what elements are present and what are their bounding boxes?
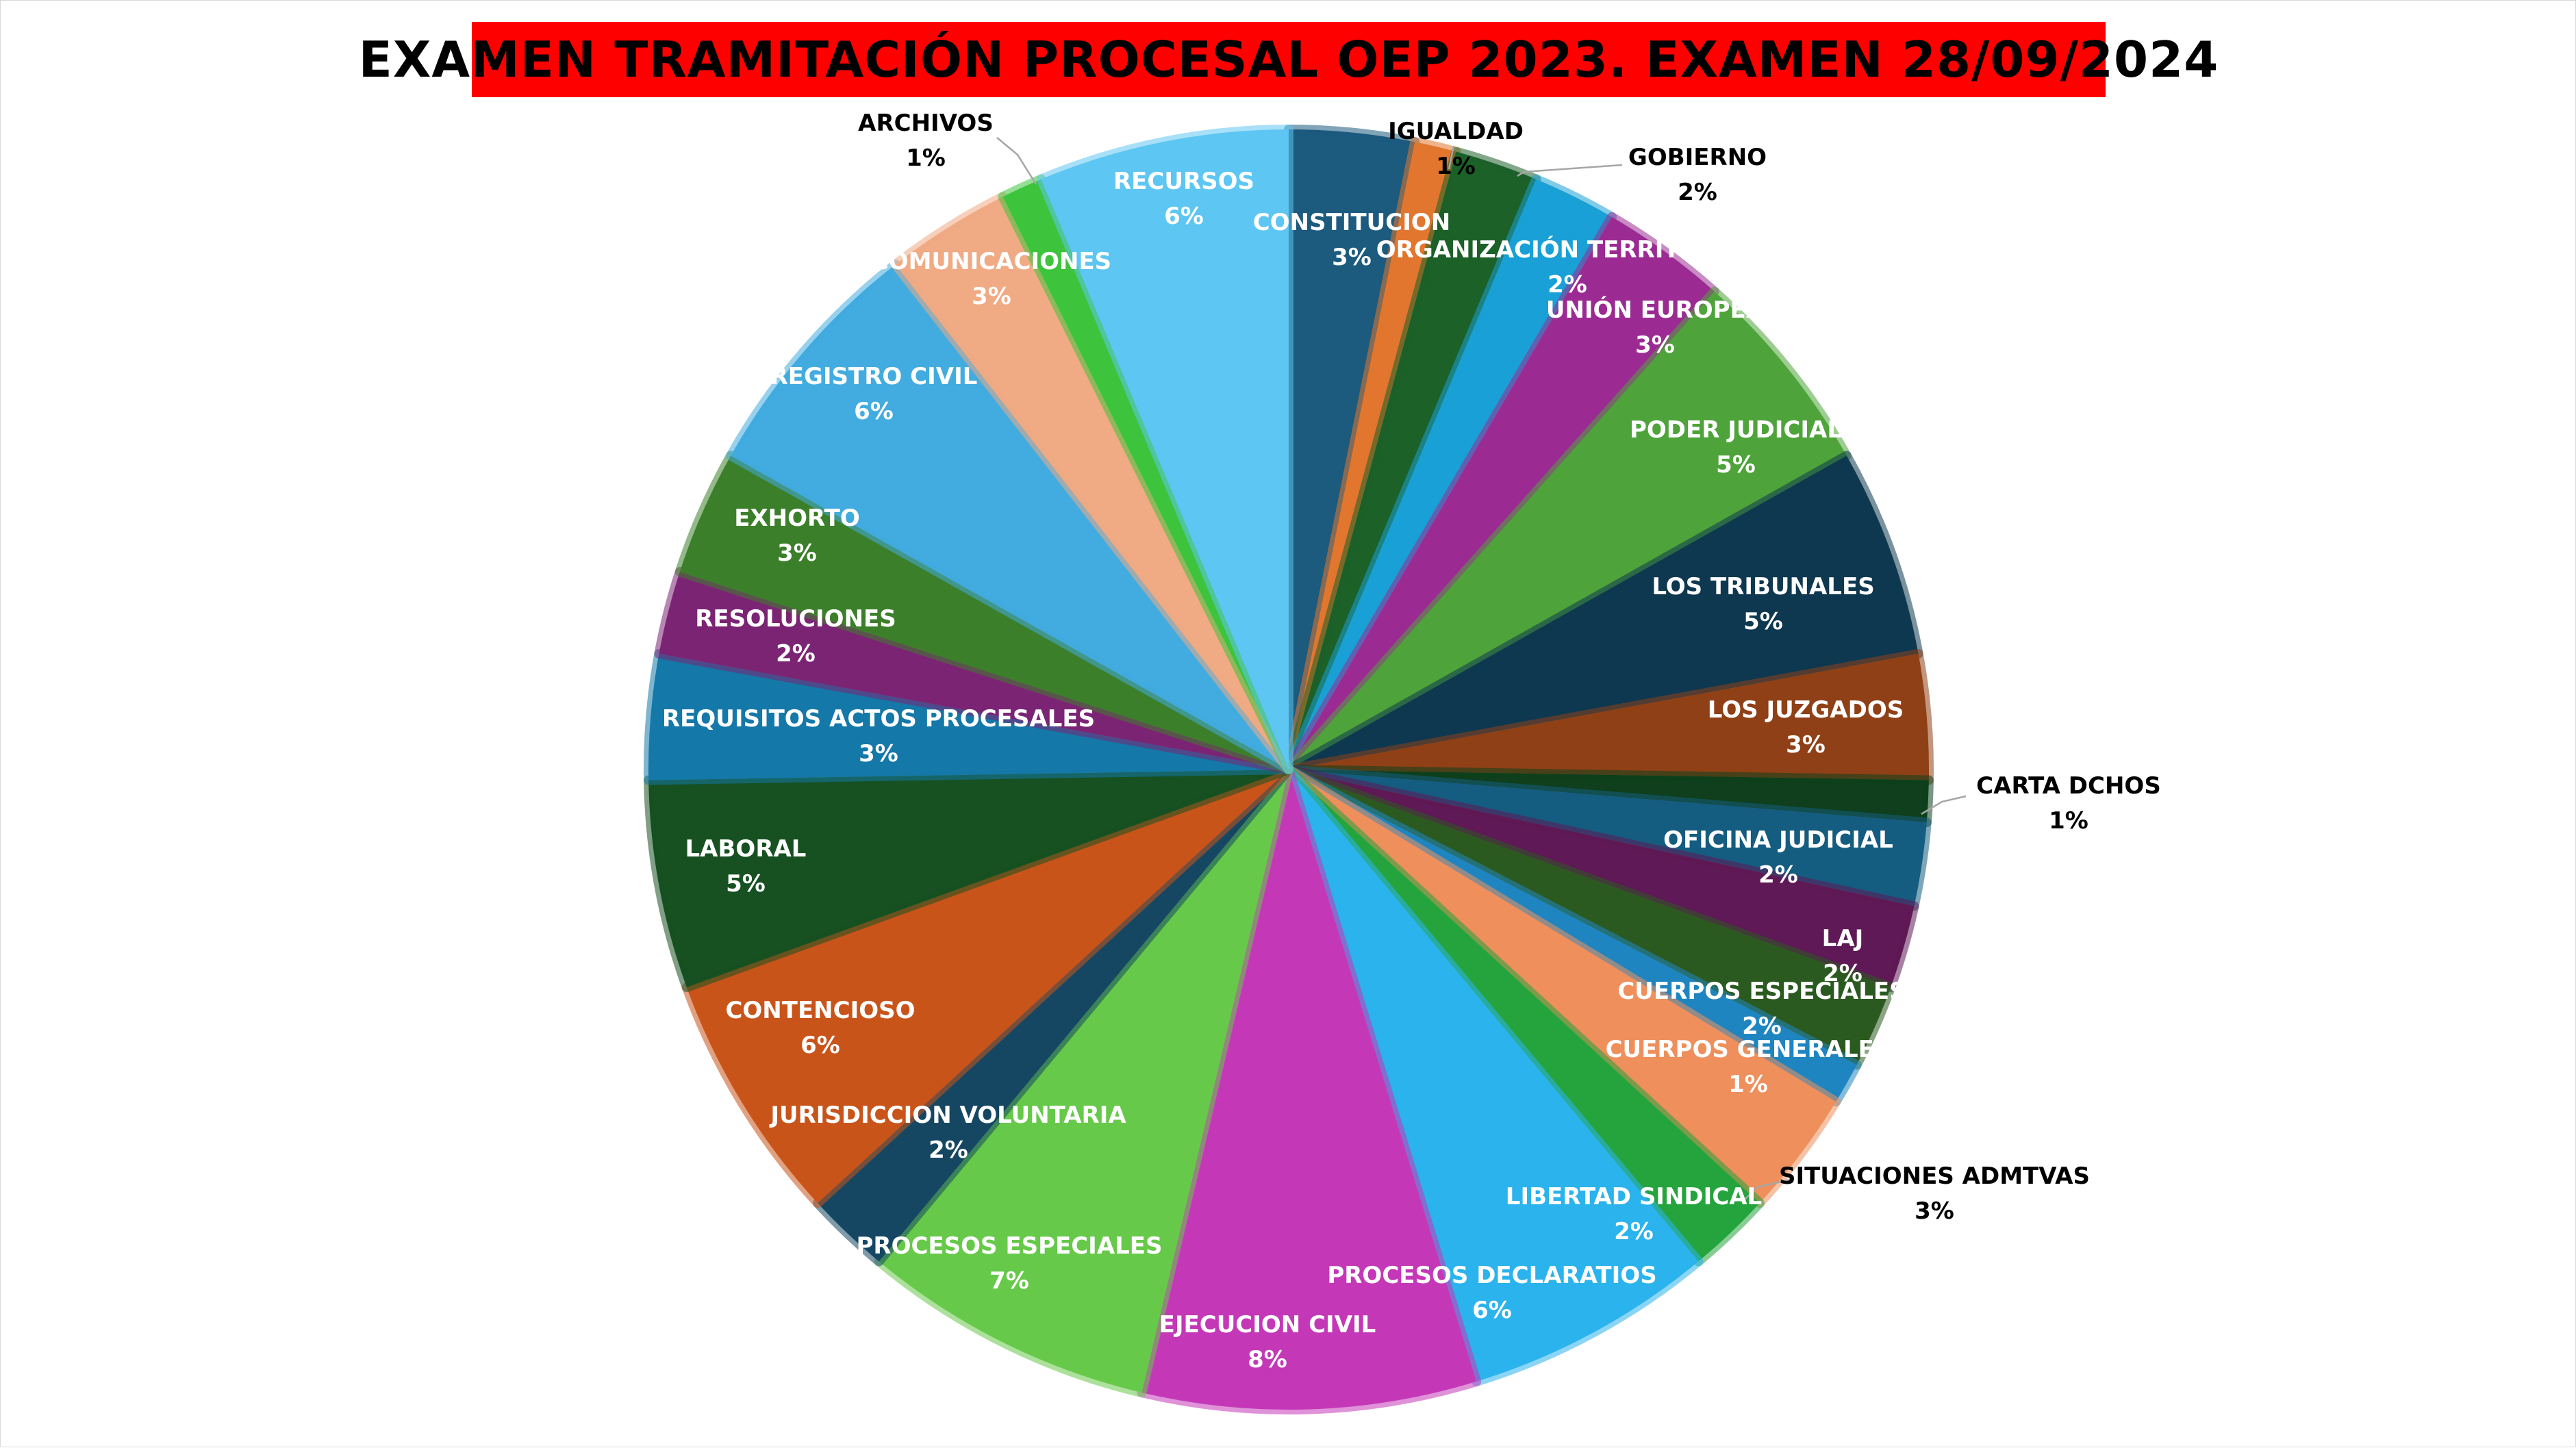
slice-label: JURISDICCION VOLUNTARIA [769, 1102, 1126, 1129]
pie-slice-registro-civil [726, 259, 1293, 774]
slice-percent: 2% [1548, 271, 1587, 299]
slice-percent: 5% [726, 870, 766, 898]
leader-line [996, 137, 1037, 185]
pie-slice-los-tribunales [1284, 450, 1923, 774]
slice-percent: 2% [929, 1136, 968, 1164]
slice-percent: 3% [1915, 1197, 1954, 1225]
slice-label: PROCESOS ESPECIALES [856, 1232, 1162, 1260]
slice-percent: 1% [2049, 807, 2088, 835]
slice-percent: 3% [777, 539, 817, 567]
slice-labels: CONSTITUCION 3% IGUALDAD 1% GOBIERNO 2% ORGANI… [662, 110, 2161, 1373]
slice-label: SITUACIONES ADMTVAS [1779, 1163, 2090, 1190]
slice-label: LABORAL [685, 835, 807, 863]
slice-label: OFICINA JUDICIAL [1663, 826, 1893, 854]
slice-label: IGUALDAD [1388, 118, 1524, 145]
leader-line [1743, 1178, 1791, 1202]
slice-percent: 5% [1743, 608, 1783, 635]
slice-percent: 2% [1678, 179, 1717, 206]
slice-percent: 3% [1635, 331, 1675, 359]
slice-percent: 6% [1164, 203, 1204, 230]
slice-percent: 1% [1728, 1071, 1768, 1098]
slice-percent: 1% [906, 144, 946, 172]
pie-slice-procesos-especiales [874, 765, 1293, 1398]
slice-label: RECURSOS [1113, 168, 1254, 195]
pie-slice-poder-judicial [1284, 286, 1852, 774]
slice-percent: 7% [989, 1267, 1029, 1295]
slice-percent: 2% [776, 640, 816, 668]
pie-slice-procesos-declaratios [1284, 765, 1704, 1386]
pie-slice-contencioso [681, 765, 1293, 1208]
slice-label: PODER JUDICIAL [1630, 416, 1842, 444]
slice-label: ORGANIZACIÓN TERRITORIAL [1376, 236, 1759, 264]
pie-slice-laboral [644, 765, 1293, 993]
slice-label: LOS TRIBUNALES [1652, 573, 1874, 600]
slice-percent: 1% [1436, 153, 1476, 180]
slice-label: CONTENCIOSO [725, 997, 915, 1024]
slice-label: UNIÓN EUROPEA [1546, 296, 1765, 324]
slice-percent: 3% [1332, 244, 1372, 271]
slice-label: REQUISITOS ACTOS PROCESALES [662, 705, 1095, 733]
slice-percent: 6% [800, 1032, 840, 1059]
pie-slice-ejecucion-civil [1137, 765, 1482, 1415]
leader-line [1517, 164, 1623, 177]
slice-label: LIBERTAD SINDICAL [1506, 1183, 1762, 1210]
leader-line [1921, 795, 1967, 815]
slice-percent: 2% [1758, 861, 1798, 889]
slice-label: EJECUCION CIVIL [1159, 1311, 1376, 1338]
slice-label: ARCHIVOS [858, 110, 994, 137]
slice-percent: 6% [1472, 1297, 1512, 1324]
slice-label: CUERPOS ESPECIALES [1617, 978, 1906, 1005]
leader-line [1448, 145, 1455, 170]
slice-label: LAJ [1822, 925, 1864, 952]
slice-label: LOS JUZGADOS [1708, 696, 1904, 724]
slice-label: PROCESOS DECLARATIOS [1327, 1262, 1656, 1289]
slice-label: CARTA DCHOS [1976, 772, 2161, 800]
slice-label: CONSTITUCION [1253, 209, 1450, 236]
chart-title-box: EXAMEN TRAMITACIÓN PROCESAL OEP 2023. EX… [359, 22, 2218, 97]
slice-label: CUERPOS GENERALES [1606, 1036, 1891, 1063]
slice-label: RESOLUCIONES [695, 605, 896, 633]
slice-percent: 3% [1786, 731, 1826, 759]
pie-slice-recursos [1036, 125, 1293, 774]
slice-percent: 3% [972, 283, 1011, 310]
pie-slices [644, 124, 1934, 1415]
slice-label: REGISTRO CIVIL [770, 363, 978, 390]
leader-lines [996, 137, 1967, 1202]
slice-label: EXHORTO [734, 505, 860, 532]
slice-percent: 8% [1248, 1346, 1287, 1373]
slice-percent: 2% [1823, 960, 1862, 987]
slice-percent: 2% [1614, 1218, 1654, 1245]
slice-label: COMUNICACIONES [872, 248, 1111, 275]
slice-percent: 3% [859, 740, 898, 767]
chart-title: EXAMEN TRAMITACIÓN PROCESAL OEP 2023. EX… [358, 31, 2219, 88]
slice-percent: 2% [1742, 1013, 1782, 1040]
slice-label: GOBIERNO [1628, 144, 1767, 171]
slice-percent: 6% [854, 398, 894, 425]
slice-percent: 5% [1716, 451, 1756, 479]
